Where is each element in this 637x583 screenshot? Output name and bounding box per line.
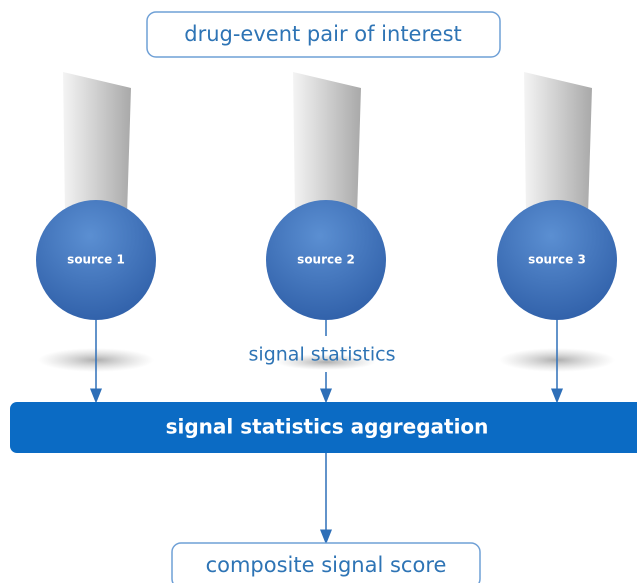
- source-3-group: source 3: [497, 72, 617, 404]
- source-node: [497, 200, 617, 320]
- source-label: source 2: [297, 253, 355, 267]
- beam: [293, 72, 361, 215]
- source-node: [266, 200, 386, 320]
- output-box: [171, 542, 481, 583]
- source-node: [36, 200, 156, 320]
- query-label: drug-event pair of interest: [184, 22, 462, 46]
- edge-label: signal statistics: [249, 344, 396, 366]
- source-1-group: source 1: [36, 72, 156, 404]
- beam: [63, 72, 131, 215]
- output-label: composite signal score: [206, 553, 447, 577]
- aggregation-label: signal statistics aggregation: [166, 415, 489, 439]
- source-label: source 1: [67, 253, 125, 267]
- beam: [524, 72, 592, 215]
- aggregation-bar: [10, 402, 637, 453]
- query-box: [146, 11, 501, 58]
- shadow: [276, 354, 376, 370]
- source-label: source 3: [528, 253, 586, 267]
- source-2-group: source 2: [266, 72, 386, 404]
